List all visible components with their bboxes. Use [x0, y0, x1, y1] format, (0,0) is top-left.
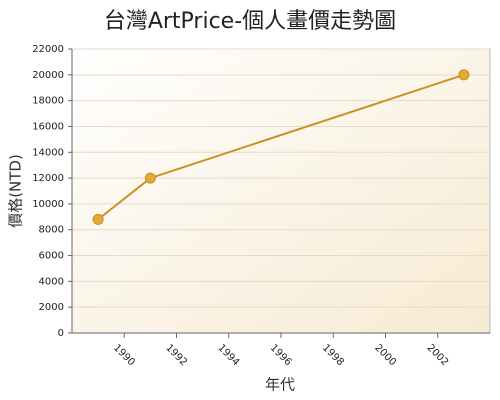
y-tick-label: 12000 — [32, 173, 64, 184]
data-point — [144, 172, 156, 184]
y-axis-label: 價格(NTD) — [7, 154, 25, 228]
x-tick-label: 1998 — [320, 342, 346, 368]
x-tick-label: 2002 — [425, 342, 451, 368]
y-tick-label: 14000 — [32, 147, 64, 158]
y-tick-label: 4000 — [39, 276, 64, 287]
y-tick-label: 16000 — [32, 121, 64, 132]
plot-area — [71, 48, 491, 334]
data-point — [92, 213, 104, 225]
y-tick-label: 22000 — [32, 44, 64, 55]
x-tick-label: 1990 — [111, 342, 137, 368]
x-tick-label: 1994 — [216, 342, 242, 368]
y-tick-label: 20000 — [32, 70, 64, 81]
y-tick-label: 10000 — [32, 199, 64, 210]
y-tick-label: 0 — [58, 328, 64, 339]
x-tick-label: 2000 — [372, 342, 398, 368]
x-axis-label: 年代 — [265, 376, 295, 394]
y-tick-label: 18000 — [32, 96, 64, 107]
data-point — [458, 69, 470, 81]
y-tick-label: 8000 — [39, 225, 64, 236]
x-tick-label: 1996 — [268, 342, 294, 368]
y-tick-label: 6000 — [39, 251, 64, 262]
y-tick-label: 2000 — [39, 302, 64, 313]
chart-title: 台灣ArtPrice-個人畫價走勢圖 — [104, 9, 396, 34]
x-tick-label: 1992 — [163, 342, 189, 368]
